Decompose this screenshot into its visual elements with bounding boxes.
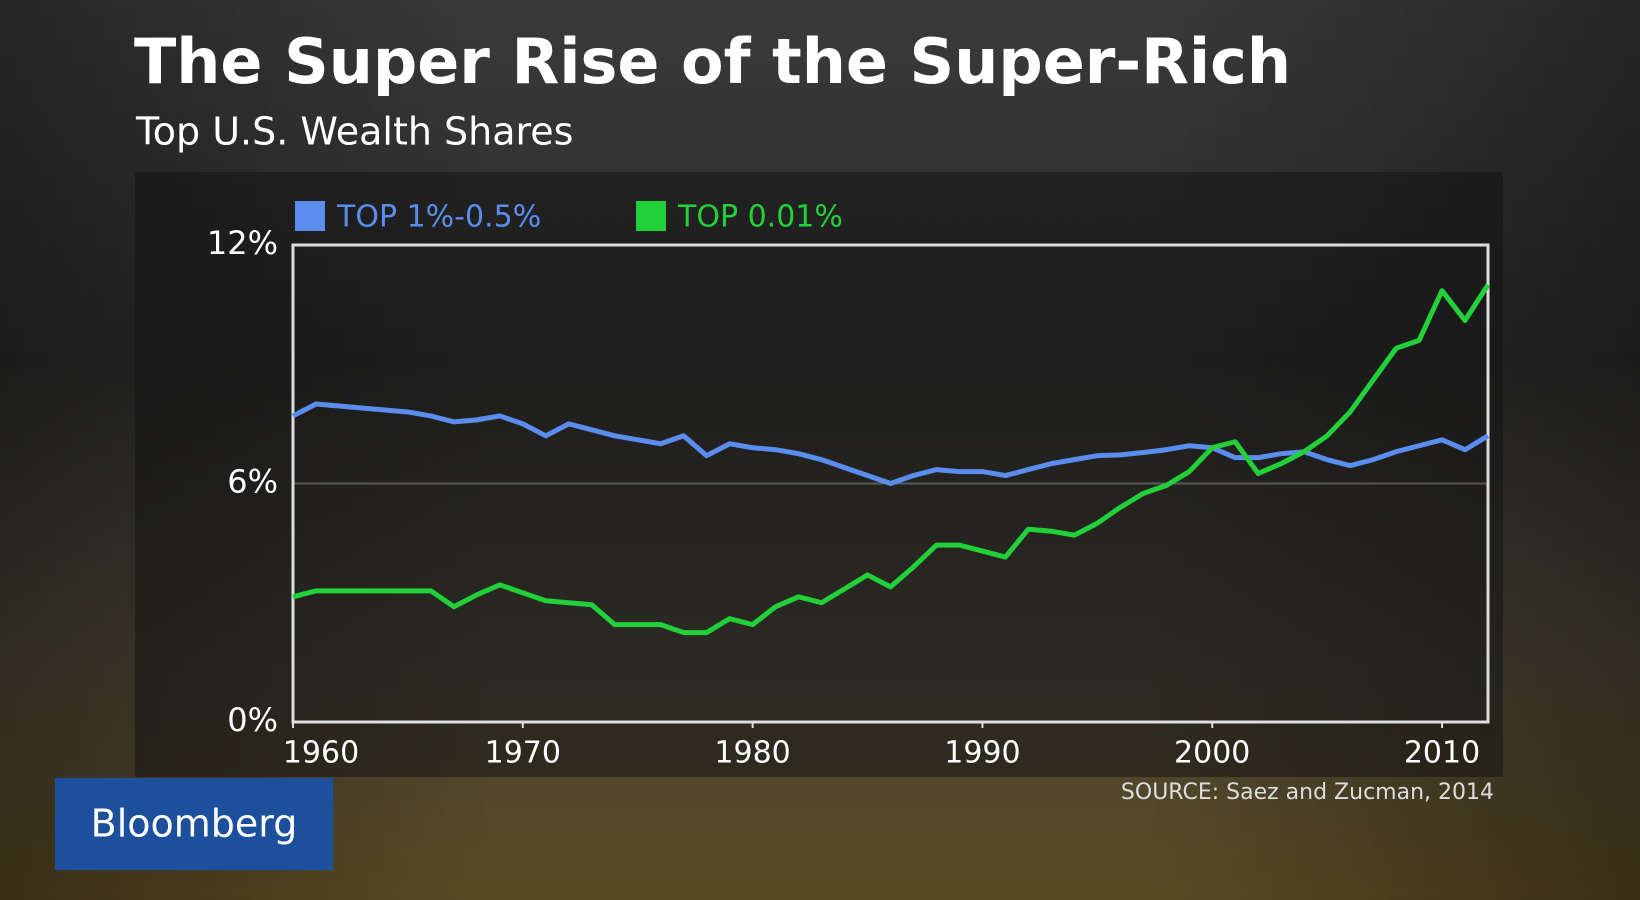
y-tick-label: 12% [207,224,278,262]
y-tick-label: 6% [227,463,278,501]
plot-frame [291,243,1490,724]
series-line [291,401,1490,486]
x-tick-label: 2000 [1174,736,1250,771]
logo: Bloomberg [91,802,298,846]
x-tick-label: 1970 [485,736,561,771]
series-line [292,283,1491,636]
legend-label: TOP 0.01% [677,200,843,235]
legend-label: TOP 1%-0.5% [336,200,541,235]
y-tick-label: 0% [227,701,278,739]
source-note: SOURCE: Saez and Zucman, 2014 [1121,780,1494,805]
legend-swatch [295,201,325,231]
x-tick-label: 1980 [714,736,790,771]
chart-subtitle: Top U.S. Wealth Shares [135,110,573,154]
legend-swatch [636,201,666,231]
x-tick-label: 2010 [1404,736,1480,771]
x-tick-label: 1990 [944,736,1020,771]
chart-title: The Super Rise of the Super-Rich [134,25,1291,98]
chart-panel [135,172,1503,777]
x-tick-label: 1960 [283,736,359,771]
logo-box [55,778,333,870]
